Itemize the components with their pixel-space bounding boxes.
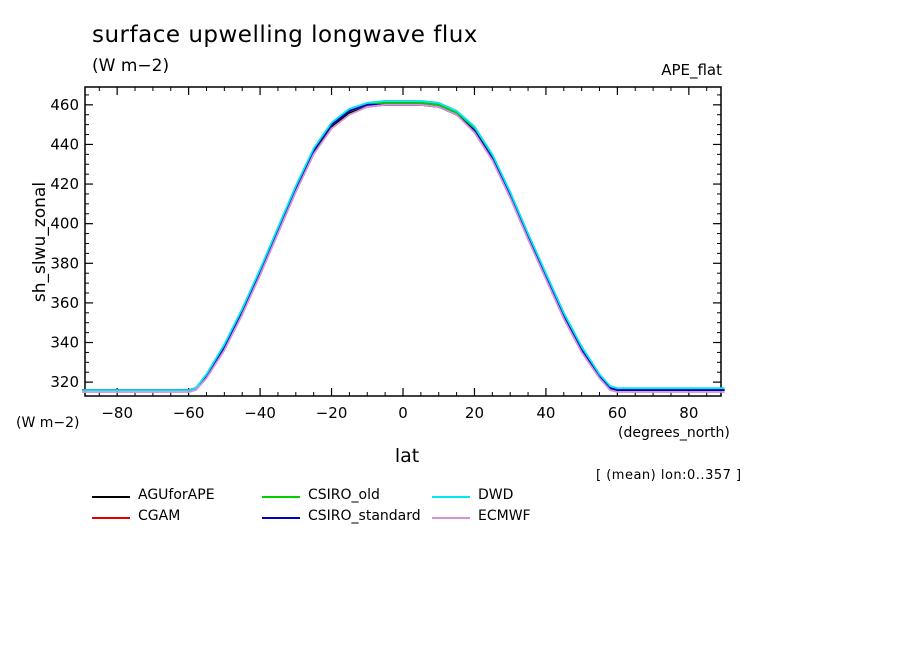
y-tick-label: 340: [50, 334, 79, 352]
y-tick-label: 440: [50, 135, 79, 153]
y-tick-label: 400: [50, 215, 79, 233]
x-tick-label: 0: [398, 404, 408, 422]
x-tick-label: 40: [536, 404, 555, 422]
chart-title: surface upwelling longwave flux: [92, 22, 478, 48]
legend-label: ECMWF: [478, 508, 531, 524]
experiment-label: APE_flat: [661, 61, 722, 79]
plot-frame: [84, 86, 722, 397]
legend-label: CSIRO_standard: [308, 508, 421, 524]
legend-swatch: [262, 517, 300, 519]
chart-units: (W m−2): [92, 56, 170, 76]
series-line-dwd: [82, 100, 725, 392]
legend-swatch: [432, 517, 470, 519]
x-tick-label: −20: [316, 404, 348, 422]
x-tick-label: −40: [244, 404, 276, 422]
legend-swatch: [432, 496, 470, 498]
y-tick-label: 360: [50, 294, 79, 312]
legend-swatch: [92, 517, 130, 519]
legend-label: DWD: [478, 487, 514, 503]
legend-label: CGAM: [138, 508, 181, 524]
x-tick-label: 80: [679, 404, 698, 422]
x-axis-units: (degrees_north): [618, 425, 730, 441]
legend-label: AGUforAPE: [138, 487, 215, 503]
averaging-note: [ (mean) lon:0..357 ]: [596, 468, 742, 483]
y-axis-units: (W m−2): [16, 415, 80, 431]
x-tick-label: 20: [465, 404, 484, 422]
y-tick-label: 380: [50, 254, 79, 272]
series-line-aguforape: [82, 103, 725, 392]
series-line-ecmwf: [82, 103, 725, 393]
y-tick-label: 420: [50, 175, 79, 193]
legend-swatch: [262, 496, 300, 498]
legend-swatch: [92, 496, 130, 498]
x-tick-label: −80: [101, 404, 133, 422]
x-tick-label: 60: [608, 404, 627, 422]
y-tick-label: 320: [50, 373, 79, 391]
y-tick-label: 460: [50, 96, 79, 114]
x-tick-label: −60: [173, 404, 205, 422]
series-line-cgam: [82, 101, 725, 392]
series-line-csiro-standard: [82, 103, 725, 392]
x-axis-label: lat: [394, 445, 420, 467]
series-line-csiro-old: [82, 101, 725, 392]
legend-label: CSIRO_old: [308, 487, 380, 503]
